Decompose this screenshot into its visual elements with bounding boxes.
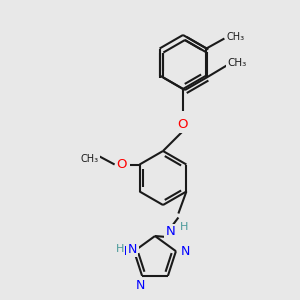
Text: H: H <box>130 242 138 252</box>
Text: H: H <box>116 244 124 254</box>
Text: CH₃: CH₃ <box>226 32 244 41</box>
Text: N: N <box>117 245 127 258</box>
Text: O: O <box>116 158 127 171</box>
Text: N: N <box>166 225 175 238</box>
Text: CH₃: CH₃ <box>81 154 99 164</box>
Text: CH₃: CH₃ <box>227 58 246 68</box>
Text: O: O <box>178 118 188 131</box>
Text: N: N <box>181 245 190 258</box>
Text: N: N <box>135 279 145 292</box>
Text: N: N <box>128 243 137 256</box>
Text: H: H <box>180 223 189 232</box>
